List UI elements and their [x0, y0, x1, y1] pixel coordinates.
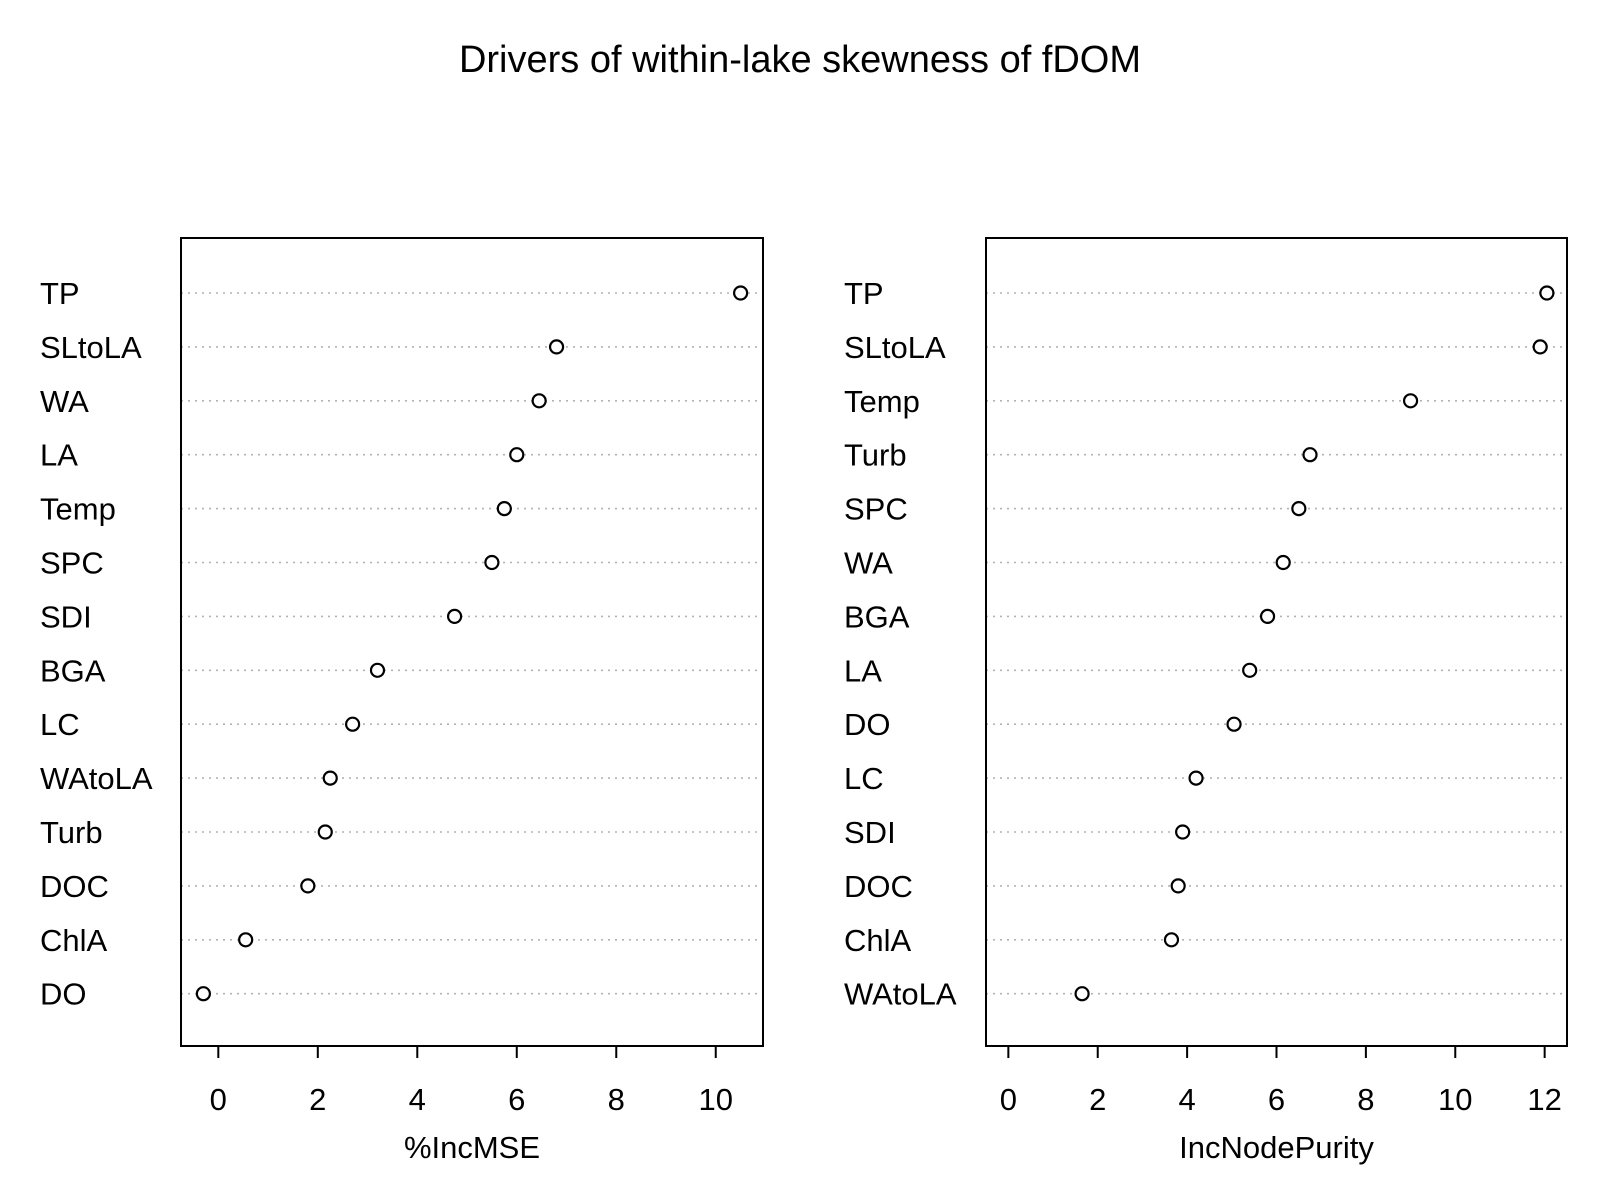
right-point: [1188, 770, 1204, 786]
right-point: [1302, 447, 1318, 463]
left-point: [484, 554, 500, 571]
left-x-tick-label: 2: [309, 1082, 326, 1117]
left-row-label: WAtoLA: [40, 761, 153, 796]
right-point: [1532, 339, 1548, 355]
right-point: [1074, 986, 1090, 1002]
left-point: [548, 339, 565, 355]
right-point: [1291, 501, 1307, 517]
right-row-label: SDI: [844, 815, 896, 850]
right-row-label: LC: [844, 761, 884, 796]
right-row-label: Turb: [844, 438, 907, 473]
left-x-tick-label: 8: [608, 1082, 625, 1117]
left-row-label: DOC: [40, 869, 109, 904]
left-row-label: SPC: [40, 546, 104, 581]
right-point: [1259, 608, 1276, 625]
left-x-tick-label: 0: [210, 1082, 227, 1117]
left-row-label: TP: [40, 276, 80, 311]
left-row-label: DO: [40, 977, 87, 1012]
left-row-label: LA: [40, 438, 78, 473]
left-point: [446, 608, 463, 625]
left-point: [300, 878, 316, 894]
left-point: [369, 662, 386, 678]
left-point: [496, 501, 512, 517]
right-point: [1275, 554, 1291, 571]
right-point: [1242, 662, 1258, 678]
right-x-tick-label: 10: [1438, 1082, 1472, 1117]
right-point: [1163, 932, 1180, 948]
left-x-tick-label: 6: [508, 1082, 525, 1117]
right-x-axis-label: IncNodePurity: [1179, 1130, 1374, 1165]
right-row-label: SLtoLA: [844, 330, 946, 365]
right-row-label: DOC: [844, 869, 913, 904]
right-point: [1175, 824, 1191, 840]
left-row-label: SLtoLA: [40, 330, 142, 365]
right-point: [1539, 285, 1555, 301]
right-x-tick-label: 2: [1089, 1082, 1106, 1117]
left-x-tick-label: 4: [409, 1082, 426, 1117]
right-row-label: SPC: [844, 492, 908, 527]
left-point: [317, 824, 333, 840]
right-x-tick-label: 12: [1527, 1082, 1561, 1117]
right-row-label: Temp: [844, 384, 920, 419]
right-x-tick-label: 8: [1357, 1082, 1374, 1117]
left-point: [509, 447, 525, 463]
left-point: [531, 393, 547, 409]
left-point: [195, 986, 211, 1002]
chart-title: Drivers of within-lake skewness of fDOM: [459, 39, 1141, 81]
left-point: [238, 932, 254, 948]
left-point: [733, 285, 749, 301]
right-row-label: DO: [844, 707, 891, 742]
right-point: [1402, 393, 1419, 409]
left-row-label: Temp: [40, 492, 116, 527]
left-x-tick-label: 10: [699, 1082, 733, 1117]
left-row-label: Turb: [40, 815, 103, 850]
left-point: [322, 770, 338, 786]
right-x-tick-label: 0: [1000, 1082, 1017, 1117]
left-x-axis-label: %IncMSE: [404, 1130, 540, 1165]
left-row-label: WA: [40, 384, 89, 419]
right-row-label: LA: [844, 653, 882, 688]
right-x-tick-label: 6: [1268, 1082, 1285, 1117]
right-point: [1170, 878, 1186, 894]
left-row-label: SDI: [40, 599, 92, 634]
left-point: [345, 716, 361, 732]
right-row-label: WAtoLA: [844, 977, 957, 1012]
left-row-label: ChlA: [40, 923, 108, 958]
left-row-label: BGA: [40, 653, 106, 688]
right-x-tick-label: 4: [1178, 1082, 1195, 1117]
panel-incmse: TPSLtoLAWALATempSPCSDIBGALCWAtoLATurbDOC…: [40, 237, 764, 1165]
panel-incnodepurity: TP SLtoLA Temp Turb SPC WA BGA LA DO LC SDI DOC ChlA…: [844, 237, 1568, 1165]
right-row-label: BGA: [844, 599, 910, 634]
left-row-label: LC: [40, 707, 80, 742]
right-row-label: WA: [844, 546, 893, 581]
right-point: [1226, 716, 1242, 732]
right-row-label: ChlA: [844, 923, 912, 958]
right-row-label: TP: [844, 276, 884, 311]
